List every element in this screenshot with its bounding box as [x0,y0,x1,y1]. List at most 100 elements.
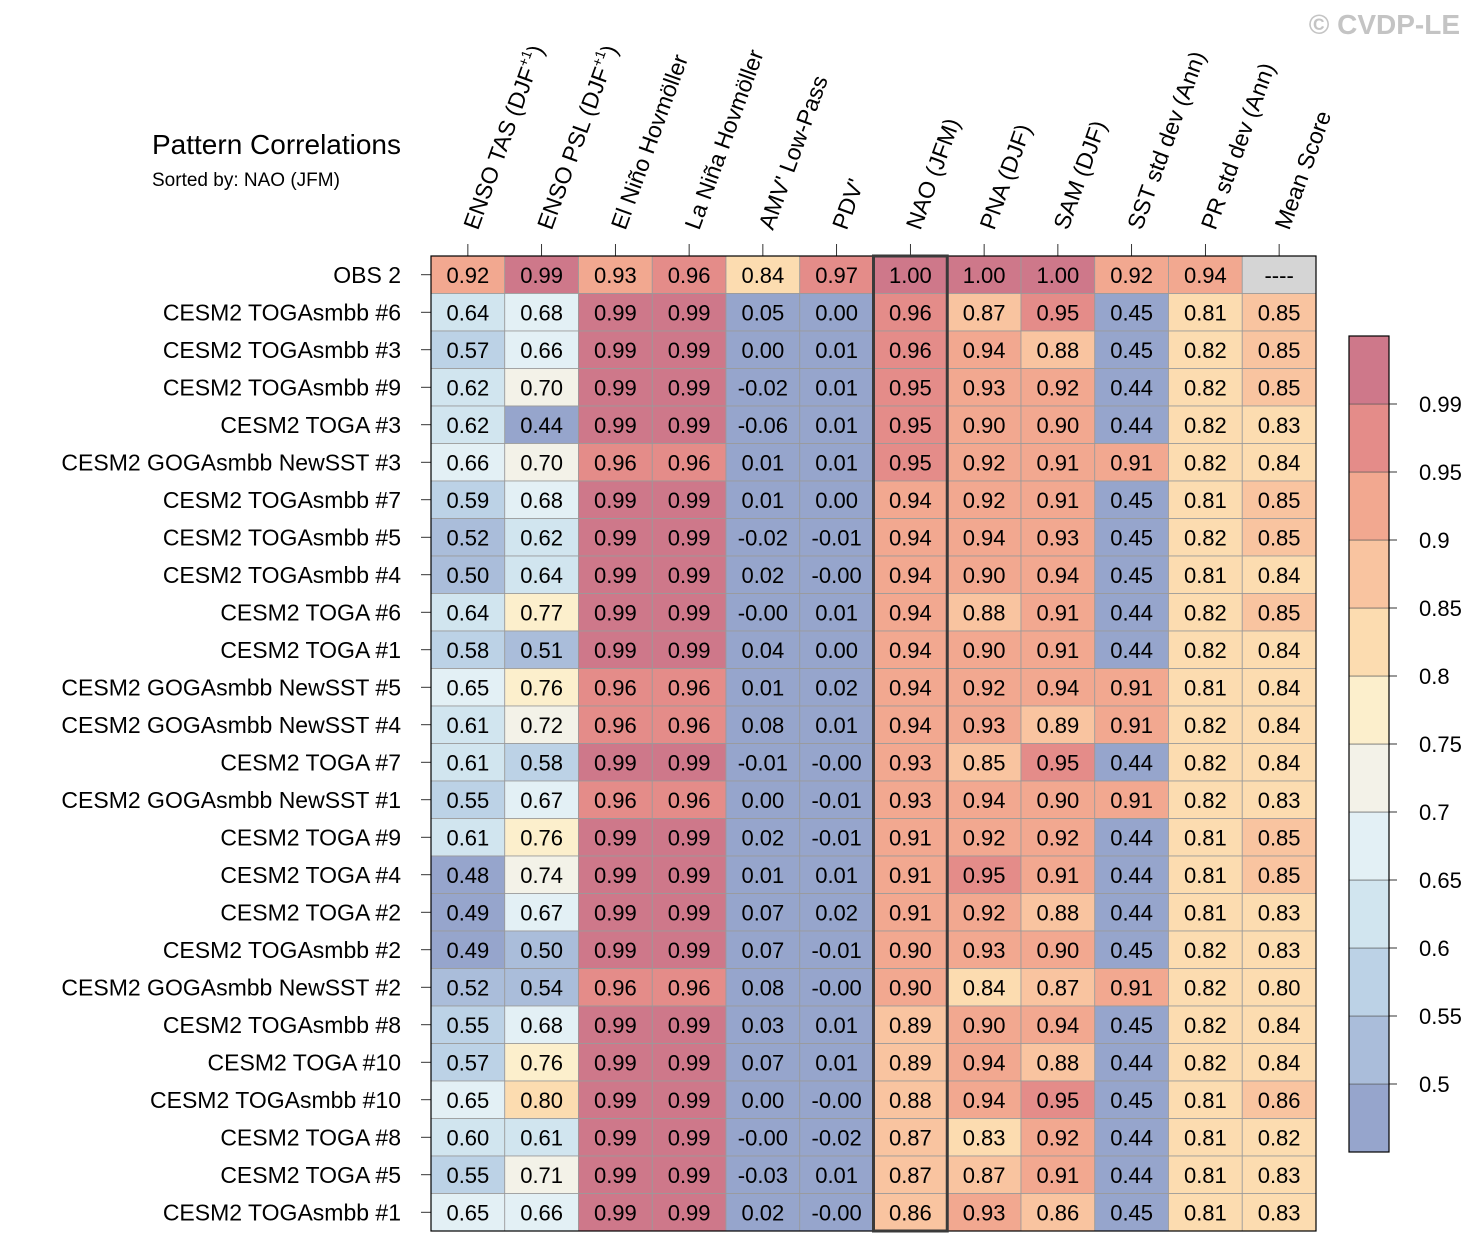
heatmap-cell [578,930,653,969]
cell-value-label: 0.90 [1036,788,1079,813]
heatmap-cell [578,405,653,444]
cell-value-label: 0.96 [668,713,711,738]
heatmap-cell [578,293,653,332]
heatmap-cell [1241,968,1317,1007]
heatmap-cell [1241,705,1317,744]
heatmap-cell [1168,1043,1243,1082]
heatmap-cell [651,518,727,557]
cell-value-label: 0.81 [1184,1163,1227,1188]
cell-value-label: 0.99 [668,338,711,363]
row-label: CESM2 GOGAsmbb NewSST #5 [61,674,401,700]
heatmap-cell [1241,743,1317,782]
cell-value-label: -0.00 [812,1200,862,1225]
heatmap-cell [1020,1080,1096,1119]
cell-value-label: 0.99 [594,375,637,400]
heatmap-cell [1020,893,1096,932]
cell-value-label: 0.81 [1184,300,1227,325]
heatmap-cell [1094,855,1169,894]
cell-value-label: 0.91 [1036,600,1079,625]
heatmap-cell [1094,443,1169,482]
heatmap-cell [873,555,948,594]
cell-value-label: 0.01 [741,675,784,700]
heatmap-cell [651,480,727,519]
cell-value-label: 1.00 [889,263,932,288]
cell-value-label: 0.07 [741,900,784,925]
cell-value-label: 0.90 [1036,938,1079,963]
heatmap-cell [430,443,506,482]
cell-value-label: 0.91 [1036,863,1079,888]
heatmap-cell [799,855,874,894]
heatmap-cell [578,1155,653,1194]
cell-value-label: 0.00 [741,1088,784,1113]
row-label: CESM2 TOGA #9 [220,824,401,850]
cell-value-label: 0.72 [520,713,563,738]
cell-value-label: 0.93 [1036,525,1079,550]
heatmap-cell [873,330,948,369]
colorbar-segment [1348,471,1390,541]
heatmap-cell [651,630,727,669]
cell-value-label: 0.01 [815,1163,858,1188]
cell-value-label: 0.88 [1036,900,1079,925]
heatmap-cell [873,968,948,1007]
cell-value-label: -0.01 [812,938,862,963]
heatmap-cell [578,480,653,519]
cell-value-label: -0.01 [738,750,788,775]
heatmap-cell [1241,855,1317,894]
cell-value-label: 0.96 [668,975,711,1000]
cell-value-label: 0.44 [1110,1125,1153,1150]
cell-value-label: 0.91 [889,863,932,888]
cell-value-label: 0.85 [1258,338,1301,363]
cell-value-label: 0.50 [520,938,563,963]
cell-value-label: 0.45 [1110,525,1153,550]
heatmap-cell [578,780,653,819]
cell-value-label: 0.00 [741,338,784,363]
cell-value-label: 0.57 [446,1050,489,1075]
cell-value-label: 0.64 [446,600,489,625]
cell-value-label: 0.86 [1036,1200,1079,1225]
cell-value-label: 0.99 [668,938,711,963]
cell-value-label: 0.82 [1184,375,1227,400]
heatmap-cell [946,1043,1022,1082]
cell-value-label: 0.95 [1036,750,1079,775]
heatmap-cell [1168,855,1243,894]
heatmap-cell [946,1118,1022,1157]
cell-value-label: -0.00 [738,1125,788,1150]
heatmap-cell [799,1043,874,1082]
cell-value-label: 0.85 [1258,300,1301,325]
cell-value-label: 0.00 [815,638,858,663]
heatmap-cell [799,255,874,294]
cell-value-label: 0.95 [963,863,1006,888]
heatmap-cell [1168,930,1243,969]
row-label: CESM2 TOGAsmbb #7 [163,487,401,513]
heatmap-cell [1020,293,1096,332]
heatmap-cell [1241,1155,1317,1194]
heatmap-cell [651,1193,727,1232]
heatmap-cell [504,855,579,894]
cell-value-label: 0.84 [1258,563,1301,588]
heatmap-cell [725,555,801,594]
cell-value-label: 0.62 [446,413,489,438]
heatmap-cell [651,330,727,369]
row-label: CESM2 TOGAsmbb #2 [163,937,401,963]
colorbar-tick-label: 0.8 [1419,664,1450,689]
row-label: CESM2 TOGA #10 [208,1049,401,1075]
heatmap-cell [578,518,653,557]
cell-value-label: 0.94 [963,1050,1006,1075]
cell-value-label: 0.94 [889,713,932,738]
cell-value-label: 0.85 [1258,600,1301,625]
cell-value-label: 0.61 [446,825,489,850]
heatmap-cell [578,368,653,407]
heatmap-cell [430,405,506,444]
heatmap-cell [799,780,874,819]
row-label: CESM2 TOGA #8 [220,1124,401,1150]
heatmap-cell [430,780,506,819]
cell-value-label: 0.81 [1184,1125,1227,1150]
cell-value-label: -0.01 [812,525,862,550]
cell-value-label: 0.01 [815,450,858,475]
cell-value-label: 0.82 [1184,338,1227,363]
cell-value-label: 0.82 [1184,525,1227,550]
cell-value-label: 0.64 [520,563,563,588]
cell-value-label: 0.01 [815,600,858,625]
cell-value-label: 0.08 [741,975,784,1000]
heatmap-cell [799,293,874,332]
